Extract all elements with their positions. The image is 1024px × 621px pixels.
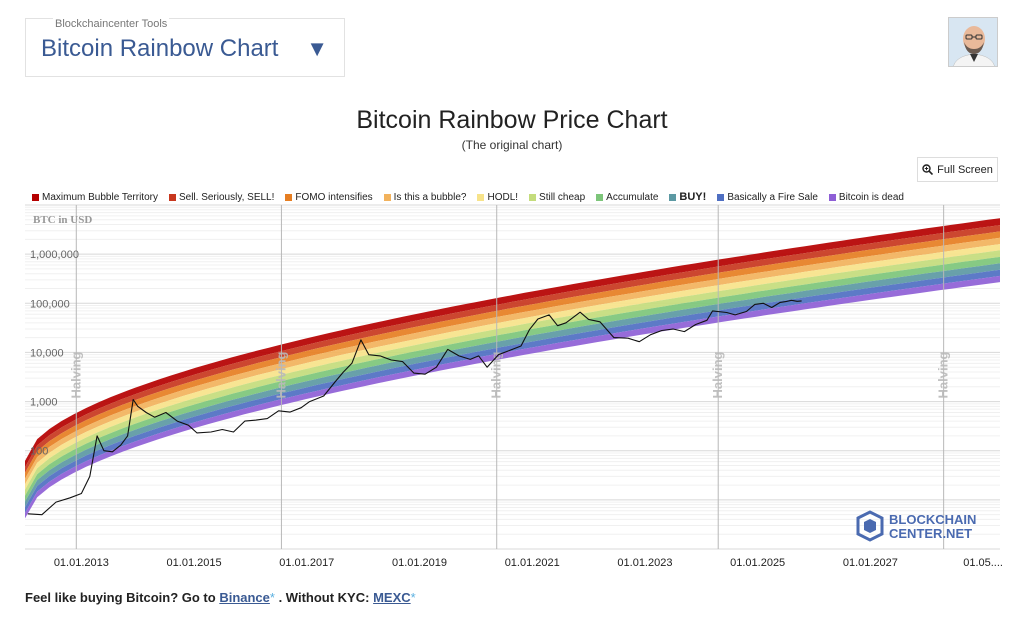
chevron-down-icon[interactable]: ▼ — [306, 36, 328, 61]
legend-swatch — [168, 193, 176, 201]
btc-price-line[interactable] — [27, 299, 802, 516]
zoom-icon — [922, 164, 934, 175]
legend-label: FOMO intensifies — [295, 191, 373, 203]
x-tick-label: 01.01.2023 — [617, 557, 672, 569]
halving-label: Halving — [489, 351, 504, 398]
legend-swatch — [529, 193, 537, 201]
chart-title: Bitcoin Rainbow Price Chart — [356, 106, 668, 134]
x-tick-label: 01.01.2015 — [167, 557, 222, 569]
y-tick-label: 1,000 — [30, 397, 58, 409]
y-tick-label: 100 — [30, 446, 48, 458]
legend-label: BUY! — [679, 191, 707, 203]
legend-label: Bitcoin is dead — [838, 191, 904, 203]
legend-swatch — [285, 193, 293, 201]
rainbow-chart[interactable]: Halving Halving Halving Halving Halving BTC i… — [0, 200, 1024, 590]
y-tick-label: 100,000 — [30, 298, 70, 310]
legend-item-accumulate[interactable]: Accumulate — [596, 192, 658, 203]
legend-label: HODL! — [487, 191, 519, 203]
fullscreen-label: Full Screen — [937, 163, 993, 176]
y-axis-title: BTC in USD — [33, 214, 92, 226]
watermark-line2: CENTER.NET — [889, 526, 972, 541]
tool-selector-title[interactable]: Bitcoin Rainbow Chart — [41, 35, 279, 62]
legend-label: Is this a bubble? — [393, 191, 467, 203]
footer-text-1: Feel like buying Bitcoin? Go to — [25, 590, 216, 605]
legend-item-still-cheap[interactable]: Still cheap — [529, 192, 585, 203]
binance-link[interactable]: Binance — [219, 590, 270, 605]
legend-label: Accumulate — [606, 191, 659, 203]
blockchaincenter-logo-icon — [856, 510, 884, 542]
legend-item-bubble[interactable]: Is this a bubble? — [383, 191, 467, 203]
legend-swatch — [828, 193, 836, 201]
y-tick-label: 1,000,000 — [30, 249, 79, 261]
x-tick-label: 01.01.2021 — [505, 557, 560, 569]
avatar[interactable] — [948, 17, 998, 67]
legend-label: Maximum Bubble Territory — [42, 191, 158, 203]
x-tick-label: 01.01.2025 — [730, 557, 785, 569]
x-tick-label: 01.01.2027 — [843, 557, 898, 569]
halving-label: Halving — [710, 351, 725, 398]
footer-text-2: . Without KYC: — [278, 590, 370, 605]
halving-label: Halving — [273, 351, 288, 398]
legend-swatch — [669, 193, 677, 201]
legend-label: Basically a Fire Sale — [727, 191, 818, 203]
x-tick-label: 01.01.2017 — [279, 557, 334, 569]
blockchaincenter-logo-icon — [864, 519, 876, 533]
legend-swatch — [32, 193, 39, 201]
legend-item-dead[interactable]: Bitcoin is dead — [828, 191, 904, 203]
legend: Maximum Bubble Territory Sell. Seriously… — [32, 190, 915, 204]
legend-item-max-bubble[interactable]: Maximum Bubble Territory — [32, 192, 158, 203]
x-tick-label: 01.01.2019 — [392, 557, 447, 569]
legend-item-fire-sale[interactable]: Basically a Fire Sale — [717, 192, 818, 203]
legend-swatch — [383, 193, 391, 201]
legend-label: Still cheap — [539, 191, 586, 203]
footer-asterisk: * — [410, 590, 416, 605]
legend-swatch — [596, 193, 604, 201]
tool-selector[interactable]: Blockchaincenter Tools Bitcoin Rainbow C… — [25, 18, 345, 77]
halving-label: Halving — [936, 351, 951, 398]
legend-item-buy[interactable]: BUY! — [669, 191, 706, 203]
legend-item-sell[interactable]: Sell. Seriously, SELL! — [168, 191, 275, 203]
tool-selector-caption: Blockchaincenter Tools — [53, 18, 170, 30]
legend-item-fomo[interactable]: FOMO intensifies — [285, 191, 373, 203]
chart-subtitle: (The original chart) — [461, 138, 563, 152]
legend-swatch — [477, 193, 485, 201]
legend-label: Sell. Seriously, SELL! — [178, 191, 275, 203]
mexc-link[interactable]: MEXC — [373, 590, 411, 605]
x-tick-label: 01.05.... — [963, 557, 1003, 569]
halving-label: Halving — [68, 351, 83, 398]
footer-asterisk: * — [269, 590, 275, 605]
legend-item-hodl[interactable]: HODL! — [477, 192, 518, 203]
x-tick-label: 01.01.2013 — [54, 557, 109, 569]
legend-swatch — [717, 193, 725, 201]
y-tick-label: 10,000 — [30, 347, 64, 359]
fullscreen-button[interactable]: Full Screen — [917, 157, 998, 182]
footer-promo: Feel like buying Bitcoin? Go to Binance*… — [25, 590, 416, 605]
watermark-line1: BLOCKCHAIN — [889, 512, 976, 527]
